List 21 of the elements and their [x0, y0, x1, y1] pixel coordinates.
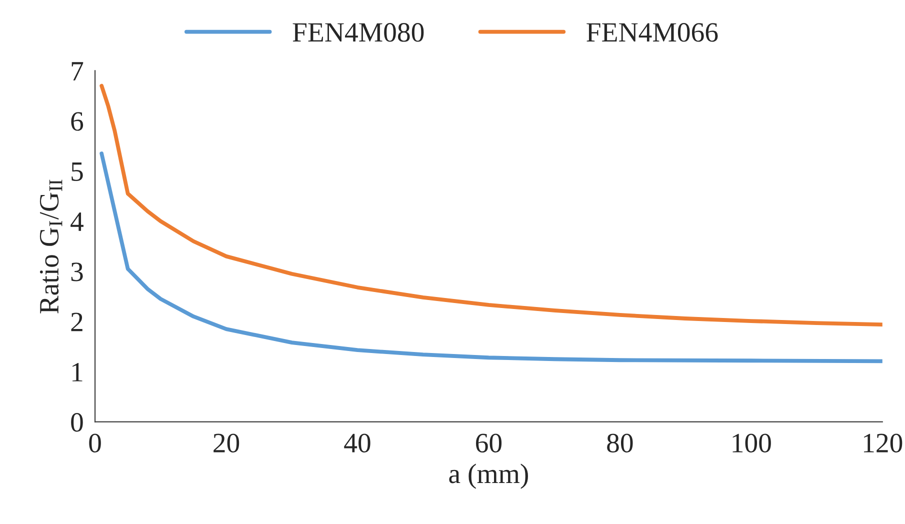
y-tick-label: 5: [72, 162, 83, 181]
line-series: [100, 84, 882, 326]
y-tick-label: 3: [71, 262, 83, 282]
x-axis-title: a (mm): [449, 464, 528, 489]
x-tick-label: 80: [607, 434, 633, 452]
legend-label: FEN4M066: [586, 23, 718, 42]
y-axis-title: Ratio G$_{I}$/G$_{II}$: [40, 180, 62, 314]
legend-label: FEN4M080: [292, 23, 424, 42]
y-tick-label: 2: [71, 312, 82, 332]
line-series: [100, 152, 882, 364]
x-tick-label: 120: [864, 434, 902, 452]
x-tick-label: 40: [344, 434, 370, 452]
y-tick-label: 7: [72, 62, 84, 80]
x-tick-label: 60: [476, 434, 502, 452]
x-tick-label: 0: [89, 434, 101, 452]
y-tick-label: 4: [70, 212, 84, 231]
x-tick-label: 100: [732, 434, 771, 452]
x-tick-label: 20: [214, 434, 240, 452]
y-tick-label: 0: [71, 412, 83, 432]
y-tick-label: 6: [71, 112, 84, 131]
y-tick-label: 1: [72, 362, 82, 382]
